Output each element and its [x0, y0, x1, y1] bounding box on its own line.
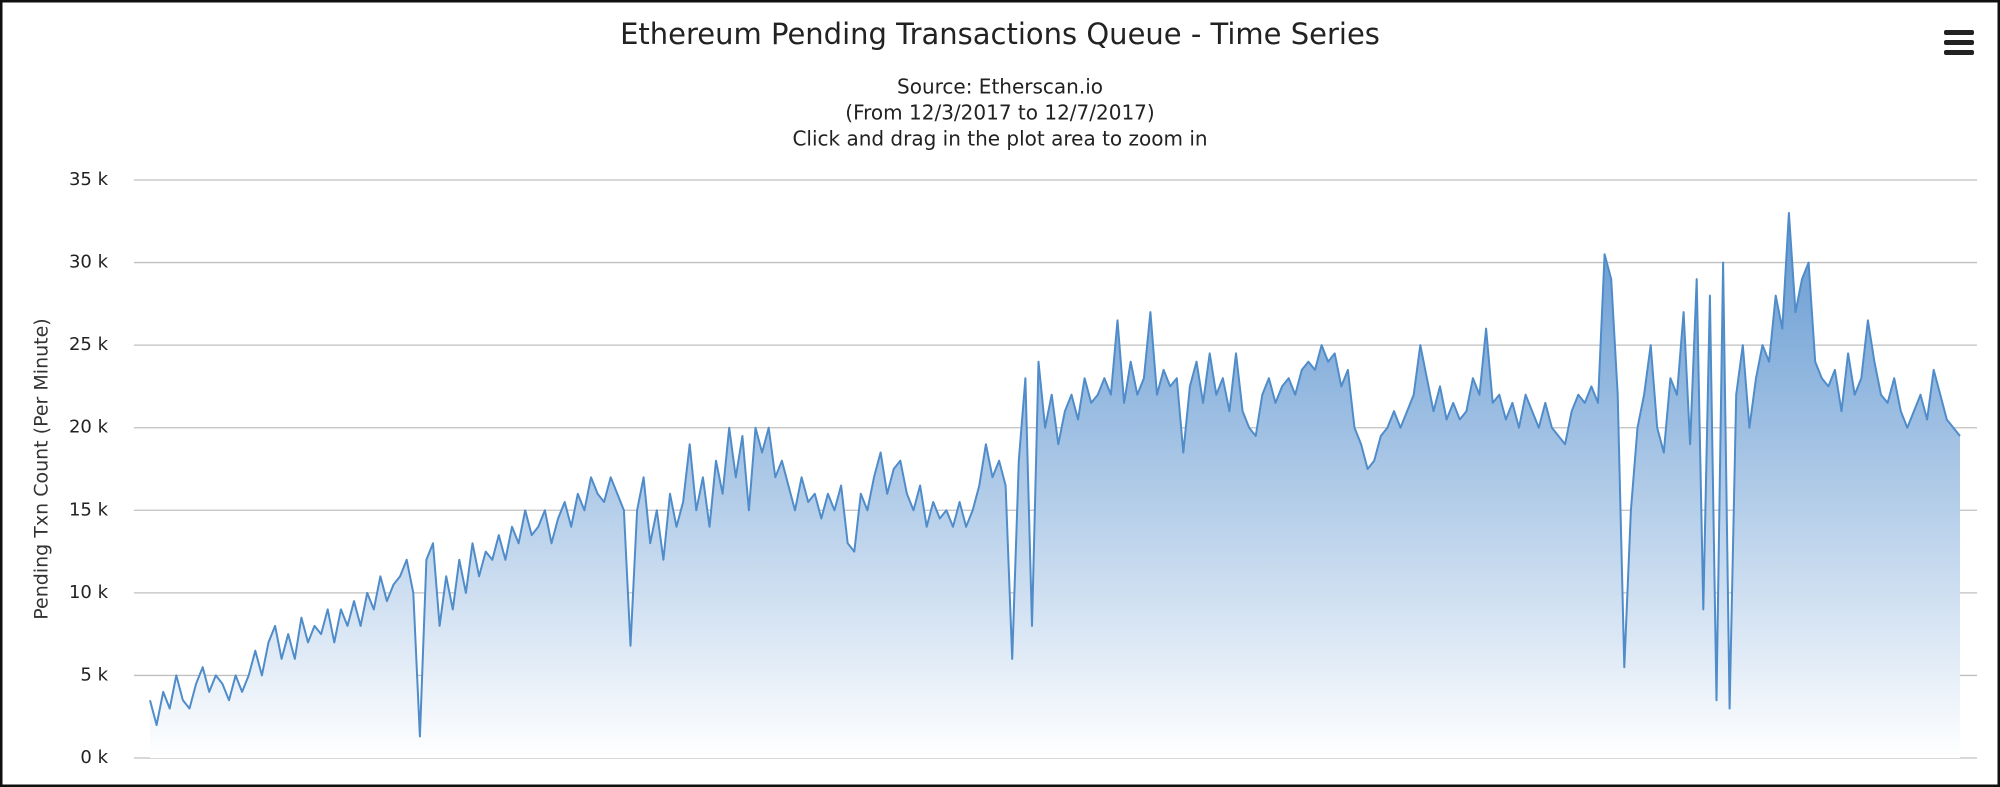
area-fill: [150, 213, 1960, 758]
y-tick-label: 5 k: [80, 664, 108, 685]
menu-bar[interactable]: [1944, 40, 1974, 45]
y-tick-label: 25 k: [69, 334, 109, 355]
y-axis-label: Pending Txn Count (Per Minute): [31, 318, 53, 619]
menu-button[interactable]: [1944, 30, 1974, 55]
y-tick-label: 35 k: [69, 169, 109, 190]
y-tick-label: 30 k: [69, 252, 109, 273]
y-tick-label: 0 k: [80, 747, 108, 768]
y-tick-label: 10 k: [69, 582, 109, 603]
subtitle: Source: Etherscan.io: [897, 75, 1103, 99]
y-tick-label: 15 k: [69, 499, 109, 520]
y-tick-label: 20 k: [69, 417, 109, 438]
chart-title: Ethereum Pending Transactions Queue - Ti…: [620, 17, 1380, 51]
subtitle: Click and drag in the plot area to zoom …: [792, 127, 1207, 151]
menu-bar[interactable]: [1944, 50, 1974, 55]
series-line: [149, 212, 1961, 738]
subtitle: (From 12/3/2017 to 12/7/2017): [845, 101, 1154, 125]
menu-bar[interactable]: [1944, 30, 1974, 35]
